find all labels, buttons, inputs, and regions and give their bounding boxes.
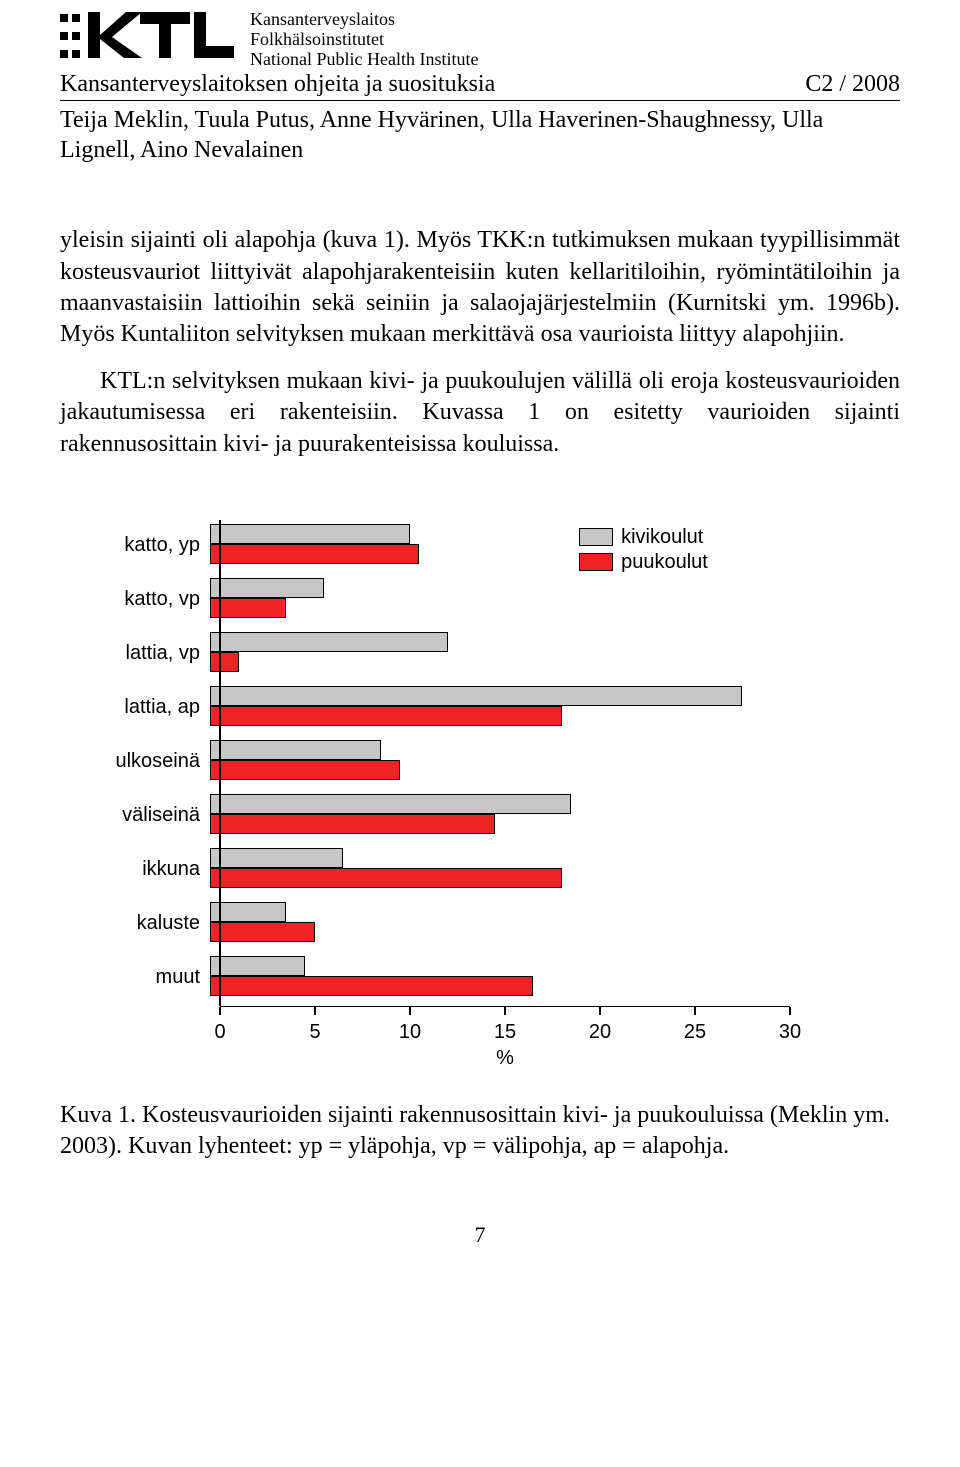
paragraph-2: KTL:n selvityksen mukaan kivi- ja puukou… bbox=[60, 366, 900, 460]
body-text: yleisin sijainti oli alapohja (kuva 1). … bbox=[60, 225, 900, 459]
bars-cell bbox=[210, 898, 780, 952]
bars-cell bbox=[210, 574, 780, 628]
bar-puu bbox=[210, 976, 533, 996]
x-labels: 051015202530 bbox=[220, 1017, 790, 1045]
x-label: 0 bbox=[214, 1021, 225, 1044]
legend: kivikoulutpuukoulut bbox=[579, 526, 708, 574]
bars-cell bbox=[210, 952, 780, 1006]
legend-label: puukoulut bbox=[621, 551, 708, 574]
category-label: väliseinä bbox=[100, 790, 210, 827]
inst-fi: Kansanterveyslaitos bbox=[250, 10, 478, 30]
institute-names: Kansanterveyslaitos Folkhälsoinstitutet … bbox=[250, 8, 478, 69]
bars-cell bbox=[210, 844, 780, 898]
legend-item: kivikoulut bbox=[579, 526, 708, 549]
authors: Teija Meklin, Tuula Putus, Anne Hyvärine… bbox=[60, 105, 900, 165]
x-label: 10 bbox=[399, 1021, 421, 1044]
category-label: ikkuna bbox=[100, 844, 210, 881]
bars-cell bbox=[210, 736, 780, 790]
bars-cell bbox=[210, 682, 780, 736]
x-tick bbox=[314, 1007, 316, 1015]
y-axis bbox=[219, 520, 221, 1006]
ktl-logo bbox=[60, 8, 240, 69]
category-label: lattia, vp bbox=[100, 628, 210, 665]
bar-puu bbox=[210, 652, 239, 672]
bar-kivi bbox=[210, 578, 324, 598]
category-label: ulkoseinä bbox=[100, 736, 210, 773]
paragraph-1: yleisin sijainti oli alapohja (kuva 1). … bbox=[60, 225, 900, 350]
x-tick bbox=[599, 1007, 601, 1015]
legend-item: puukoulut bbox=[579, 551, 708, 574]
category-label: lattia, ap bbox=[100, 682, 210, 719]
series-row: Kansanterveyslaitoksen ohjeita ja suosit… bbox=[60, 71, 900, 101]
bar-kivi bbox=[210, 686, 742, 706]
x-tick bbox=[409, 1007, 411, 1015]
x-axis bbox=[220, 1006, 790, 1017]
bars-cell bbox=[210, 790, 780, 844]
bar-puu bbox=[210, 814, 495, 834]
page: Kansanterveyslaitos Folkhälsoinstitutet … bbox=[0, 0, 960, 1288]
bar-kivi bbox=[210, 794, 571, 814]
bar-puu bbox=[210, 706, 562, 726]
page-number: 7 bbox=[60, 1222, 900, 1248]
bars-cell bbox=[210, 628, 780, 682]
series-title: Kansanterveyslaitoksen ohjeita ja suosit… bbox=[60, 71, 495, 98]
bar-puu bbox=[210, 922, 315, 942]
x-label: 5 bbox=[309, 1021, 320, 1044]
x-label: 20 bbox=[589, 1021, 611, 1044]
inst-en: National Public Health Institute bbox=[250, 50, 478, 70]
bar-kivi bbox=[210, 956, 305, 976]
category-label: kaluste bbox=[100, 898, 210, 935]
inst-sv: Folkhälsoinstitutet bbox=[250, 30, 478, 50]
category-label: muut bbox=[100, 952, 210, 989]
x-tick bbox=[504, 1007, 506, 1015]
figure-caption: Kuva 1. Kosteusvaurioiden sijainti raken… bbox=[60, 1100, 900, 1162]
bar-kivi bbox=[210, 632, 448, 652]
chart: katto, yp katto, vp lattia, vp lattia, ap ul… bbox=[100, 520, 900, 1070]
bar-kivi bbox=[210, 848, 343, 868]
bar-kivi bbox=[210, 740, 381, 760]
x-tick bbox=[789, 1007, 791, 1015]
series-code: C2 / 2008 bbox=[805, 71, 900, 98]
bar-kivi bbox=[210, 902, 286, 922]
x-tick bbox=[219, 1007, 221, 1015]
bar-puu bbox=[210, 868, 562, 888]
bar-puu bbox=[210, 544, 419, 564]
bar-puu bbox=[210, 760, 400, 780]
header: Kansanterveyslaitos Folkhälsoinstitutet … bbox=[60, 0, 900, 69]
category-label: katto, vp bbox=[100, 574, 210, 611]
legend-swatch bbox=[579, 528, 613, 546]
x-label: 25 bbox=[684, 1021, 706, 1044]
x-axis-title: % bbox=[220, 1047, 790, 1070]
category-label: katto, yp bbox=[100, 520, 210, 557]
bar-kivi bbox=[210, 524, 410, 544]
x-tick bbox=[694, 1007, 696, 1015]
legend-label: kivikoulut bbox=[621, 526, 703, 549]
x-label: 15 bbox=[494, 1021, 516, 1044]
bar-puu bbox=[210, 598, 286, 618]
x-label: 30 bbox=[779, 1021, 801, 1044]
legend-swatch bbox=[579, 553, 613, 571]
